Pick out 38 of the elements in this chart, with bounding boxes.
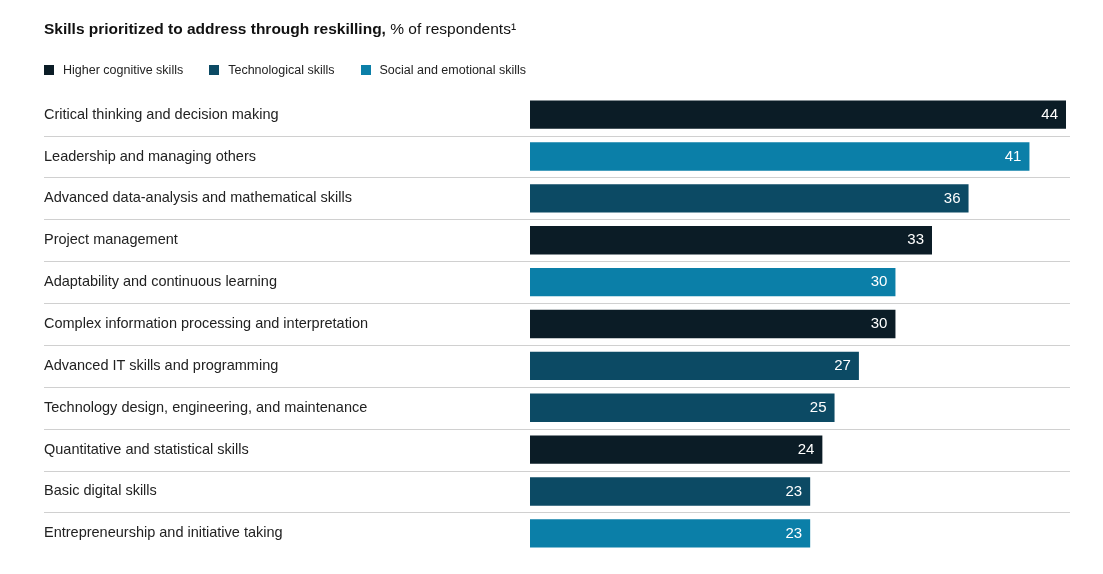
legend-label: Higher cognitive skills bbox=[63, 63, 184, 77]
y-tick-label: Quantitative and statistical skills bbox=[44, 440, 249, 457]
y-tick-label: Advanced IT skills and programming bbox=[44, 356, 279, 373]
chart-subtitle: % of respondents¹ bbox=[390, 20, 517, 37]
bar bbox=[530, 267, 896, 297]
data-label: 30 bbox=[870, 272, 888, 290]
bar bbox=[530, 100, 1066, 129]
data-label: 33 bbox=[907, 230, 924, 248]
y-tick-label: Basic digital skills bbox=[44, 482, 157, 499]
data-label: 24 bbox=[797, 439, 815, 457]
y-tick-label: Entrepreneurship and initiative taking bbox=[44, 524, 283, 541]
y-tick-label: Adaptability and continuous learning bbox=[44, 273, 277, 290]
legend-label: Technological skills bbox=[228, 63, 335, 77]
bar bbox=[530, 351, 859, 381]
data-label: 27 bbox=[834, 356, 851, 374]
bar bbox=[530, 477, 811, 506]
bar bbox=[530, 435, 823, 464]
data-label: 30 bbox=[870, 314, 888, 332]
y-tick-label: Leadership and managing others bbox=[44, 147, 257, 164]
text: Skills prioritized to address through reskilling, bbox=[44, 20, 386, 37]
bar bbox=[530, 142, 1030, 171]
y-tick-label: Complex information processing and interpretation bbox=[44, 315, 369, 331]
data-label: 36 bbox=[943, 188, 961, 206]
bar bbox=[530, 393, 835, 422]
y-tick-label: Project management bbox=[44, 231, 178, 248]
y-tick-label: Critical thinking and decision making bbox=[44, 105, 279, 122]
data-label: 23 bbox=[785, 523, 803, 541]
data-label: 23 bbox=[785, 481, 803, 499]
bar bbox=[530, 226, 932, 255]
data-label: 25 bbox=[809, 397, 827, 415]
y-tick-label: Technology design, engineering, and maintenance bbox=[44, 398, 368, 415]
bar bbox=[530, 184, 969, 213]
legend-label: Social and emotional skills bbox=[379, 63, 527, 77]
data-label: 44 bbox=[1041, 104, 1058, 122]
bar bbox=[530, 309, 896, 339]
bar bbox=[530, 519, 811, 548]
y-tick-label: Advanced data-analysis and mathematical skills bbox=[44, 189, 352, 206]
data-label: 41 bbox=[1004, 146, 1022, 164]
